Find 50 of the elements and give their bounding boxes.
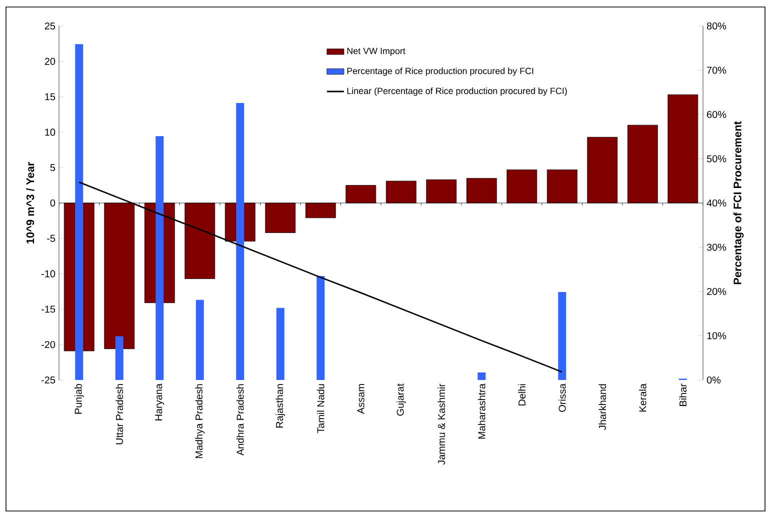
y2-tick-label: 10% <box>707 332 726 340</box>
y-tick-label: -20 <box>42 341 56 348</box>
y2-tick-label: 0% <box>706 376 721 384</box>
x-tick-label: Haryana <box>155 384 164 420</box>
y-tick-label: -5 <box>47 234 56 242</box>
x-tick-label: Maharashtra <box>478 384 486 439</box>
y-tick-label: 5 <box>50 164 56 172</box>
y2-tick-label: 70% <box>707 66 726 74</box>
x-tick-label: Punjab <box>74 384 84 414</box>
x-tick-label: Madhya Pradesh <box>195 384 205 458</box>
y-tick-label: 10 <box>45 128 56 136</box>
y2-axis-title: Percentage of FCI Procurement <box>733 121 744 284</box>
x-tick-label: Kerala <box>638 384 646 412</box>
y2-tick-label: 40% <box>706 199 726 207</box>
y-tick-label: 20 <box>44 58 56 65</box>
bar <box>236 102 244 380</box>
y-axis-title: 10^9 m^3 / Year <box>26 162 34 244</box>
bar <box>276 308 284 380</box>
legend-label: Linear (Percentage of Rice production procured by FCI) <box>347 88 567 96</box>
x-tick-label: Tamil Nadu <box>316 384 324 434</box>
y-tick-label: -25 <box>42 376 56 384</box>
bar <box>75 44 84 380</box>
x-tick-label: Gujarat <box>396 384 406 416</box>
bar <box>156 136 164 380</box>
y2-tick-label: 80% <box>706 22 726 30</box>
x-tick-label: Andhra Pradesh <box>236 384 244 456</box>
x-tick-label: Jharkhand <box>598 384 606 430</box>
x-tick-label: Orissa <box>558 384 566 412</box>
y-tick-label: 25 <box>44 22 56 30</box>
y2-tick-label: 30% <box>706 244 726 251</box>
bar <box>478 372 486 380</box>
y2-tick-label: 60% <box>707 110 726 118</box>
x-tick-label: Uttar Pradesh <box>116 384 124 444</box>
x-tick-label: Delhi <box>518 384 526 406</box>
y2-tick-label: 20% <box>707 288 726 296</box>
x-tick-label: Rajasthan <box>276 384 286 428</box>
x-tick-label: Bihar <box>679 384 687 406</box>
bar <box>316 276 325 380</box>
y2-tick-label: 50% <box>706 155 726 162</box>
bar <box>115 336 124 380</box>
x-tick-label: Assam <box>357 384 364 414</box>
legend-label: Percentage of Rice production procured by FCI <box>347 68 534 76</box>
bar <box>558 292 566 380</box>
y-tick-label: 0 <box>50 199 56 207</box>
legend-label: Net VW Import <box>347 48 406 56</box>
y-tick-label: 15 <box>45 93 56 100</box>
y-tick-label: -15 <box>42 306 56 313</box>
y-tick-label: -10 <box>42 270 56 278</box>
x-tick-label: Jammu & Kashmir <box>438 384 446 465</box>
bar <box>196 300 204 380</box>
